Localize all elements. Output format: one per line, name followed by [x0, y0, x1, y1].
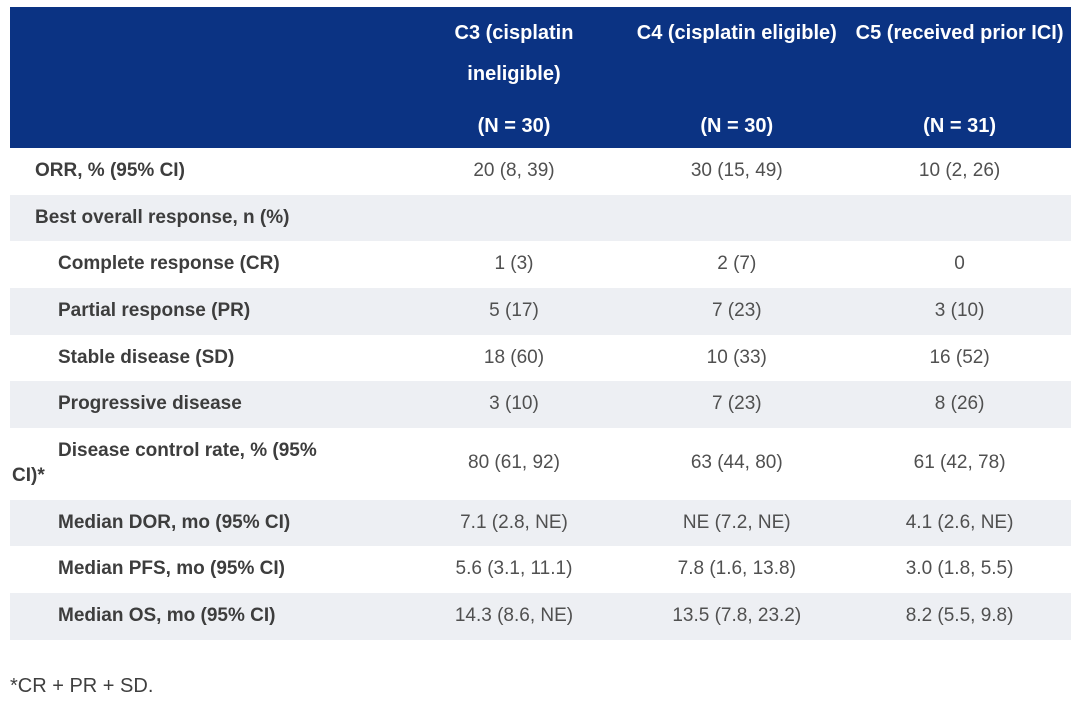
- cell-c4: 13.5 (7.8, 23.2): [672, 604, 802, 626]
- row-label: ORR, % (95% CI): [35, 160, 185, 181]
- cell-c3: 18 (60): [483, 346, 545, 368]
- cell-c3: 3 (10): [489, 393, 539, 415]
- column-header-c3: C3 (cisplatin ineligible) (N = 30): [402, 7, 626, 148]
- cell-c3: 80 (61, 92): [468, 452, 560, 474]
- row-orr: ORR, % (95% CI) 20 (8, 39) 30 (15, 49) 1…: [10, 148, 1071, 195]
- cell-c5: 8.2 (5.5, 9.8): [905, 604, 1014, 626]
- row-complete-response: Complete response (CR) 1 (3) 2 (7) 0: [10, 241, 1071, 288]
- row-disease-control-rate: Disease control rate, % (95% CI)* 80 (61…: [10, 428, 1071, 499]
- row-label: Partial response (PR): [58, 300, 251, 322]
- row-median-dor: Median DOR, mo (95% CI) 7.1 (2.8, NE) NE…: [10, 499, 1071, 547]
- row-label: Progressive disease: [58, 393, 242, 415]
- row-median-pfs: Median PFS, mo (95% CI) 5.6 (3.1, 11.1) …: [10, 546, 1071, 593]
- cell-c4: NE (7.2, NE): [682, 511, 791, 533]
- cell-c3: [403, 195, 626, 242]
- column-header-c5: C5 (received prior ICI) (N = 31): [848, 7, 1071, 148]
- cell-c5: 16 (52): [929, 346, 990, 368]
- column-n-c4: (N = 30): [700, 115, 774, 137]
- cell-c4: 2 (7): [717, 253, 757, 275]
- footnote: *CR + PR + SD.: [10, 674, 154, 697]
- row-label: Complete response (CR): [58, 253, 280, 275]
- cell-c4: 7 (23): [711, 393, 762, 415]
- row-progressive-disease: Progressive disease 3 (10) 7 (23) 8 (26): [10, 381, 1071, 429]
- cell-c3: 20 (8, 39): [473, 160, 555, 181]
- cell-c5: 3.0 (1.8, 5.5): [905, 558, 1014, 580]
- cell-c5: 4.1 (2.6, NE): [905, 511, 1014, 533]
- cell-c4: 63 (44, 80): [690, 452, 783, 474]
- column-header-c4: C4 (cisplatin eligible) (N = 30): [625, 7, 849, 148]
- cell-c4: 7.8 (1.6, 13.8): [677, 558, 796, 580]
- column-title-c4: C4 (cisplatin eligible): [636, 22, 837, 44]
- row-label: Median OS, mo (95% CI): [58, 604, 276, 626]
- row-best-overall-response: Best overall response, n (%): [10, 194, 1071, 242]
- cell-c3: 5 (17): [489, 300, 539, 322]
- row-label: Stable disease (SD): [58, 346, 235, 368]
- column-n-c3: (N = 30): [477, 115, 551, 137]
- cell-c5: 61 (42, 78): [913, 452, 1006, 474]
- column-n-c5: (N = 31): [923, 115, 996, 137]
- row-label: Median PFS, mo (95% CI): [58, 558, 285, 580]
- header-empty-cell: [10, 7, 403, 148]
- cell-c5: [848, 195, 1071, 242]
- row-stable-disease: Stable disease (SD) 18 (60) 10 (33) 16 (…: [10, 335, 1071, 382]
- row-label: Median DOR, mo (95% CI): [58, 511, 291, 533]
- row-label: Disease control rate, % (95% CI)*: [12, 440, 317, 486]
- cell-c3: 5.6 (3.1, 11.1): [455, 558, 573, 580]
- column-title-c5: C5 (received prior ICI): [855, 22, 1064, 44]
- cell-c4: [625, 195, 848, 242]
- row-label: Best overall response, n (%): [35, 206, 290, 228]
- cell-c4: 30 (15, 49): [690, 160, 783, 181]
- column-title-c3: C3 (cisplatin ineligible): [454, 22, 574, 85]
- cell-c4: 7 (23): [711, 300, 762, 322]
- cell-c3: 7.1 (2.8, NE): [460, 511, 568, 533]
- header-row: C3 (cisplatin ineligible) (N = 30) C4 (c…: [10, 7, 1071, 148]
- cell-c5: 3 (10): [934, 300, 985, 322]
- cell-c5: 0: [954, 253, 965, 275]
- outcomes-table: C3 (cisplatin ineligible) (N = 30) C4 (c…: [10, 7, 1071, 640]
- cell-c3: 1 (3): [494, 253, 534, 275]
- cell-c3: 14.3 (8.6, NE): [454, 604, 574, 626]
- cell-c5: 10 (2, 26): [918, 160, 1001, 181]
- row-median-os: Median OS, mo (95% CI) 14.3 (8.6, NE) 13…: [10, 592, 1071, 640]
- row-partial-response: Partial response (PR) 5 (17) 7 (23) 3 (1…: [10, 288, 1071, 335]
- cell-c5: 8 (26): [934, 393, 985, 415]
- cell-c4: 10 (33): [706, 346, 767, 368]
